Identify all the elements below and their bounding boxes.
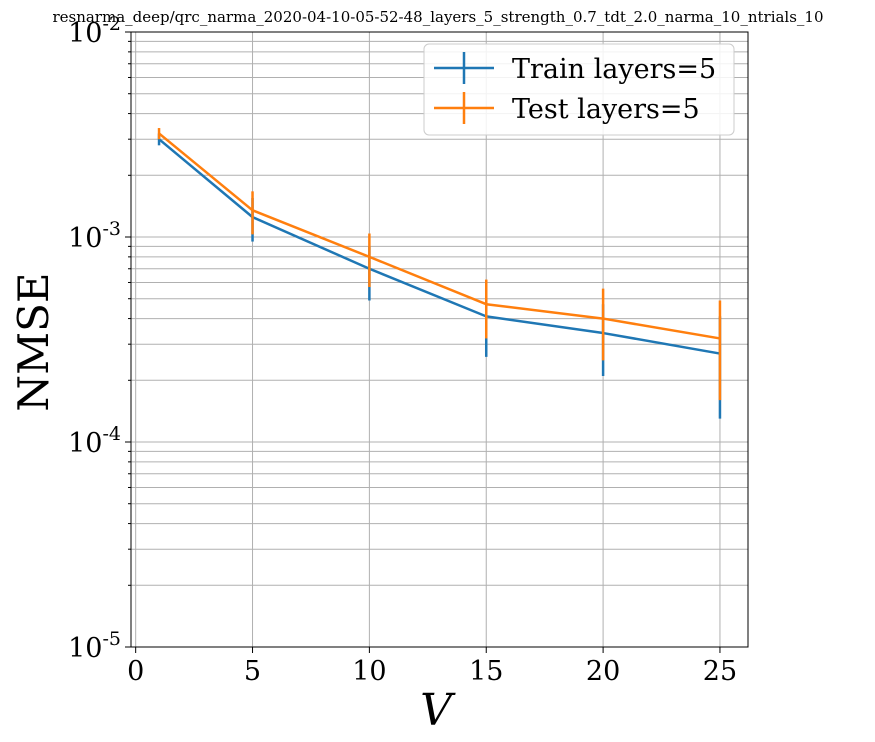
- y-tick-label: 10-3: [68, 218, 121, 254]
- series-layer: [157, 128, 722, 419]
- y-tick-label: 10-2: [68, 13, 121, 49]
- chart-title: resnarma_deep/qrc_narma_2020-04-10-05-52…: [52, 8, 823, 26]
- x-tick-label: 5: [244, 656, 261, 687]
- x-tick-label: 10: [352, 656, 386, 687]
- y-tick-base: 10: [68, 633, 102, 664]
- legend-box: [423, 43, 735, 136]
- x-axis-label: V: [420, 685, 456, 736]
- x-tick-label: 20: [586, 656, 620, 687]
- series-line: [158, 132, 721, 340]
- x-tick-labels: 0 5 10 15 20 25: [127, 656, 737, 687]
- y-tick-base: 10: [68, 223, 102, 254]
- plot-frame: [130, 31, 749, 648]
- legend-entry-train: Train layers=5: [434, 52, 716, 85]
- series-test: [157, 128, 722, 401]
- y-tick-labels: 10-210-310-410-5: [68, 13, 121, 664]
- y-tick-exponent: -5: [102, 628, 121, 650]
- legend-entry-test: Test layers=5: [434, 92, 700, 125]
- y-axis-label: NMSE: [9, 272, 58, 411]
- y-tick-exponent: -3: [102, 218, 121, 240]
- axis-ticks: [125, 31, 721, 653]
- x-tick-label: 0: [127, 656, 144, 687]
- legend-label-train: Train layers=5: [512, 54, 716, 85]
- y-tick-base: 10: [68, 18, 102, 49]
- grid-lines: [131, 32, 748, 648]
- x-tick-label: 15: [469, 656, 503, 687]
- y-tick-exponent: -2: [102, 13, 121, 35]
- y-tick-base: 10: [68, 428, 102, 459]
- y-tick-exponent: -4: [102, 423, 121, 445]
- series-line: [158, 138, 721, 355]
- legend-label-test: Test layers=5: [512, 94, 700, 125]
- legend: Train layers=5 Test layers=5: [423, 43, 735, 136]
- x-tick-label: 25: [703, 656, 737, 687]
- y-tick-label: 10-4: [68, 423, 121, 459]
- y-tick-label: 10-5: [68, 628, 121, 664]
